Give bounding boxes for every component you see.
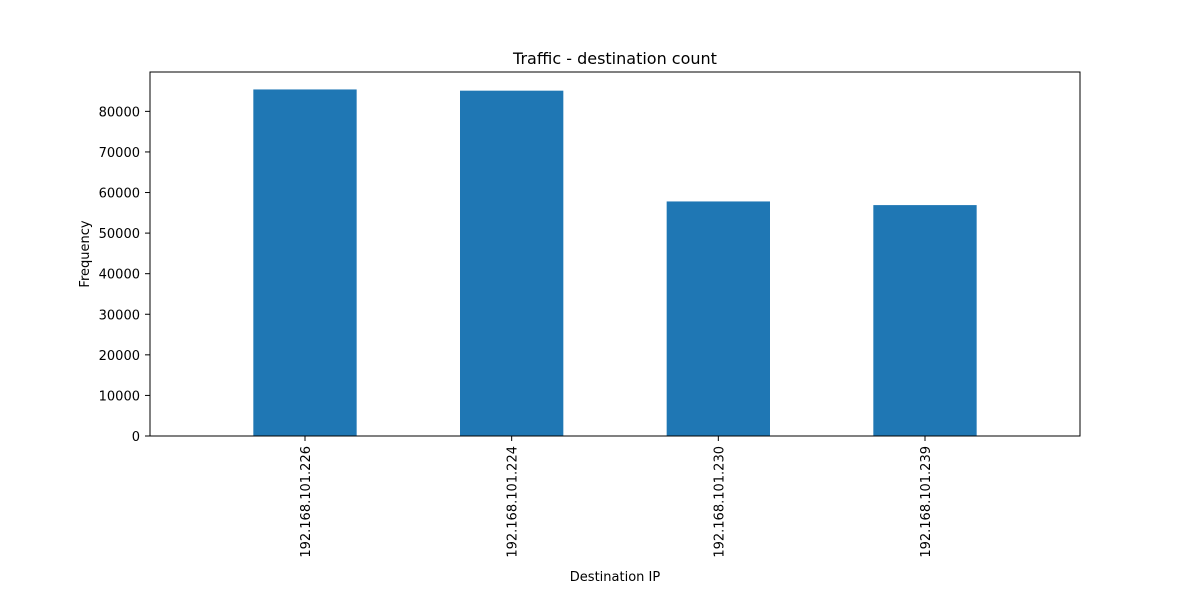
- y-tick-label-4: 40000: [99, 268, 140, 283]
- y-tick-label-5: 50000: [99, 227, 140, 242]
- y-tick-label-2: 20000: [99, 349, 140, 364]
- plot-frame: [149, 71, 1081, 437]
- x-axis: 192.168.101.226 192.168.101.224 192.168.10…: [299, 436, 934, 558]
- y-tick-label-7: 70000: [99, 146, 140, 161]
- y-tick-label-3: 30000: [99, 308, 140, 323]
- y-tick-label-8: 80000: [99, 105, 140, 120]
- bar-2: [666, 201, 770, 436]
- bar-3: [873, 205, 977, 436]
- x-tick-label-1: 192.168.101.224: [506, 446, 521, 558]
- y-axis: 0 10000 20000 30000 40000 50000 60000 70000 8000…: [99, 105, 150, 445]
- x-tick-label-3: 192.168.101.239: [919, 446, 934, 558]
- x-tick-label-0: 192.168.101.226: [299, 446, 314, 558]
- x-axis-label: Destination IP: [570, 570, 661, 585]
- y-tick-label-6: 60000: [99, 187, 140, 202]
- bar-1: [460, 90, 564, 437]
- bar-0: [253, 89, 357, 436]
- y-tick-label-0: 0: [132, 430, 140, 445]
- y-axis-label: Frequency: [78, 220, 93, 287]
- y-tick-label-1: 10000: [99, 389, 140, 404]
- bars-group: [253, 89, 977, 437]
- chart-title: Traffic - destination count: [512, 49, 717, 68]
- x-tick-label-2: 192.168.101.230: [712, 446, 727, 558]
